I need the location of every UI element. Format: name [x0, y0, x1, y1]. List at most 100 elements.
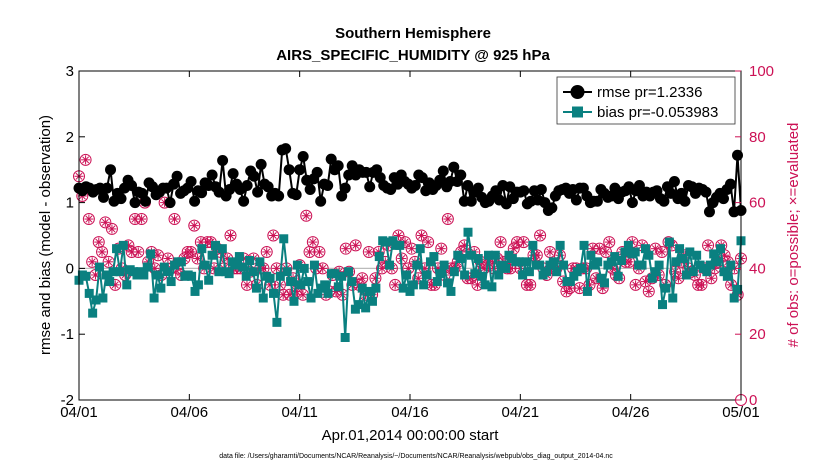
bias-point	[395, 240, 405, 250]
rmse-point	[322, 179, 334, 191]
y-right-tick-label: 60	[749, 195, 766, 212]
rmse-point	[126, 179, 138, 191]
obs-evaluated-marker	[407, 244, 417, 254]
y-tick-label: -1	[61, 326, 74, 343]
bias-point	[163, 267, 173, 277]
bias-point	[408, 280, 418, 290]
rmse-point	[171, 170, 183, 182]
obs-evaluated-marker	[170, 214, 180, 224]
bias-point	[722, 271, 732, 281]
rmse-point	[140, 195, 152, 207]
bias-point	[279, 234, 289, 244]
bias-point	[521, 257, 531, 267]
bias-point	[460, 270, 470, 280]
obs-possible-marker	[441, 213, 454, 226]
bias-point	[535, 260, 545, 270]
rmse-point	[304, 183, 316, 195]
bias-point	[569, 271, 579, 281]
bias-point	[272, 317, 282, 327]
bias-point	[190, 286, 200, 296]
obs-evaluated-marker	[703, 240, 713, 250]
bias-point	[84, 288, 94, 298]
obs-evaluated-marker	[341, 244, 351, 254]
bias-point	[606, 257, 616, 267]
x-axis: 04/01 04/06 04/11 04/16 04/21 04/26 05/01	[60, 71, 760, 421]
rmse-point	[262, 181, 274, 193]
bias-point	[640, 244, 650, 254]
rmse-point	[455, 169, 467, 181]
bias-point	[381, 237, 391, 247]
bias-point	[245, 256, 255, 266]
obs-evaluated-marker	[94, 237, 104, 247]
bias-point	[692, 250, 702, 260]
rmse-point	[658, 195, 670, 207]
rmse-point	[311, 166, 323, 178]
chart-subtitle: AIRS_SPECIFIC_HUMIDITY @ 925 hPa	[276, 47, 550, 64]
bias-point	[586, 250, 596, 260]
x-axis-label: Apr.01,2014 00:00:00 start	[322, 427, 500, 444]
rmse-point	[315, 195, 327, 207]
bias-point	[361, 303, 371, 313]
y-axis-left: -2 -1 0 1 2 3	[61, 63, 85, 409]
bias-point	[108, 267, 118, 277]
bias-point	[193, 280, 203, 290]
obs-evaluated-marker	[298, 290, 308, 300]
obs-evaluated-marker	[496, 237, 506, 247]
bias-point	[637, 260, 647, 270]
obs-evaluated-marker	[186, 247, 196, 257]
rmse-point	[717, 193, 729, 205]
rmse-point	[325, 153, 337, 165]
bias-point	[217, 244, 227, 254]
rmse-point	[248, 170, 260, 182]
rmse-point	[252, 186, 264, 198]
obs-evaluated-marker	[594, 244, 604, 254]
obs-evaluated-marker	[436, 244, 446, 254]
obs-evaluated-marker	[601, 247, 611, 257]
bias-point	[651, 267, 661, 277]
bias-point	[159, 262, 169, 272]
bias-point	[733, 284, 743, 294]
bias-point	[425, 257, 435, 267]
rmse-point	[409, 179, 421, 191]
bias-point	[524, 267, 534, 277]
rmse-point	[535, 183, 547, 195]
bias-point	[446, 286, 456, 296]
bias-point	[344, 267, 354, 277]
bias-point	[671, 257, 681, 267]
rmse-point	[465, 195, 477, 207]
bias-point	[337, 271, 347, 281]
x-tick-label: 04/01	[60, 404, 98, 421]
bias-point	[644, 250, 654, 260]
rmse-point	[546, 202, 558, 214]
bias-point	[429, 252, 439, 262]
obs-possible-marker	[603, 236, 616, 249]
obs-evaluated-marker	[272, 263, 282, 273]
x-tick-label: 04/06	[171, 404, 209, 421]
bias-point	[320, 280, 330, 290]
bias-point	[654, 260, 664, 270]
bias-point	[112, 244, 122, 254]
bias-point	[207, 250, 217, 260]
obs-evaluated-marker	[268, 231, 278, 240]
obs-evaluated-marker	[137, 214, 147, 224]
bias-point	[514, 257, 524, 267]
y-right-tick-label: 80	[749, 129, 766, 146]
bias-point	[712, 257, 722, 267]
x-tick-label: 04/11	[281, 404, 317, 421]
bias-point	[118, 240, 128, 250]
obs-possible-marker	[306, 236, 319, 249]
bias-point	[675, 244, 685, 254]
bias-point	[282, 267, 292, 277]
bias-point	[224, 269, 234, 279]
rmse-point	[437, 165, 449, 177]
bias-point	[555, 240, 565, 250]
bias-point	[176, 257, 186, 267]
rmse-point	[115, 193, 127, 205]
rmse-point	[570, 194, 582, 206]
bias-point	[166, 277, 176, 287]
bias-point	[265, 273, 275, 283]
y-right-tick-label: 100	[749, 63, 774, 80]
bias-point	[559, 260, 569, 270]
obs-evaluated-marker	[84, 214, 94, 224]
